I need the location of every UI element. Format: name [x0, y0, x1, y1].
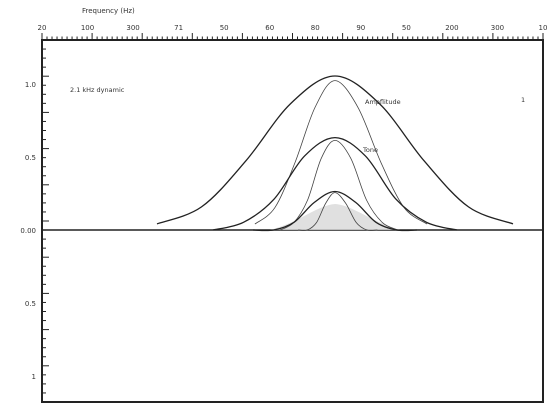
top-tick-label: 300 [126, 24, 139, 32]
series-inner-line [298, 192, 378, 231]
top-axis-label: Frequency (Hz) [82, 7, 135, 15]
top-tick-label: 71 [174, 24, 183, 32]
left-tick-label: 1 [32, 373, 36, 381]
top-tick-label: 10 [539, 24, 548, 32]
corner-mark: 1 [521, 96, 525, 104]
top-tick-label: 50 [220, 24, 229, 32]
top-tick-label: 100 [81, 24, 94, 32]
top-tick-label: 90 [356, 24, 365, 32]
series-inner-line [279, 139, 399, 231]
left-tick-label: 0.00 [20, 227, 36, 235]
series-line [212, 136, 458, 231]
top-tick-label: 20 [38, 24, 47, 32]
core-shading [270, 204, 400, 230]
series-line [252, 190, 418, 232]
annotation-amplitude: Ampflitude [365, 98, 401, 106]
top-tick-label: 80 [311, 24, 320, 32]
top-tick-label: 60 [265, 24, 274, 32]
top-tick-label: 300 [491, 24, 504, 32]
annotation-tone: Tone [362, 146, 378, 154]
curve-group [156, 75, 514, 232]
legend-note: 2.1 kHz dynamic [70, 86, 125, 94]
series-inner-line [254, 80, 428, 225]
left-tick-label: 0.5 [25, 154, 36, 162]
series-line [156, 75, 514, 225]
left-tick-label: 0.5 [25, 300, 36, 308]
top-tick-label: 200 [445, 24, 458, 32]
top-tick-label: 50 [402, 24, 411, 32]
left-tick-group: 1.0 0.5 0.00 0.5 1 [20, 39, 49, 403]
top-tick-group: 20 100 300 71 50 60 80 90 50 200 300 10 [38, 24, 548, 40]
left-tick-label: 1.0 [25, 81, 36, 89]
plot-frame [41, 39, 544, 403]
